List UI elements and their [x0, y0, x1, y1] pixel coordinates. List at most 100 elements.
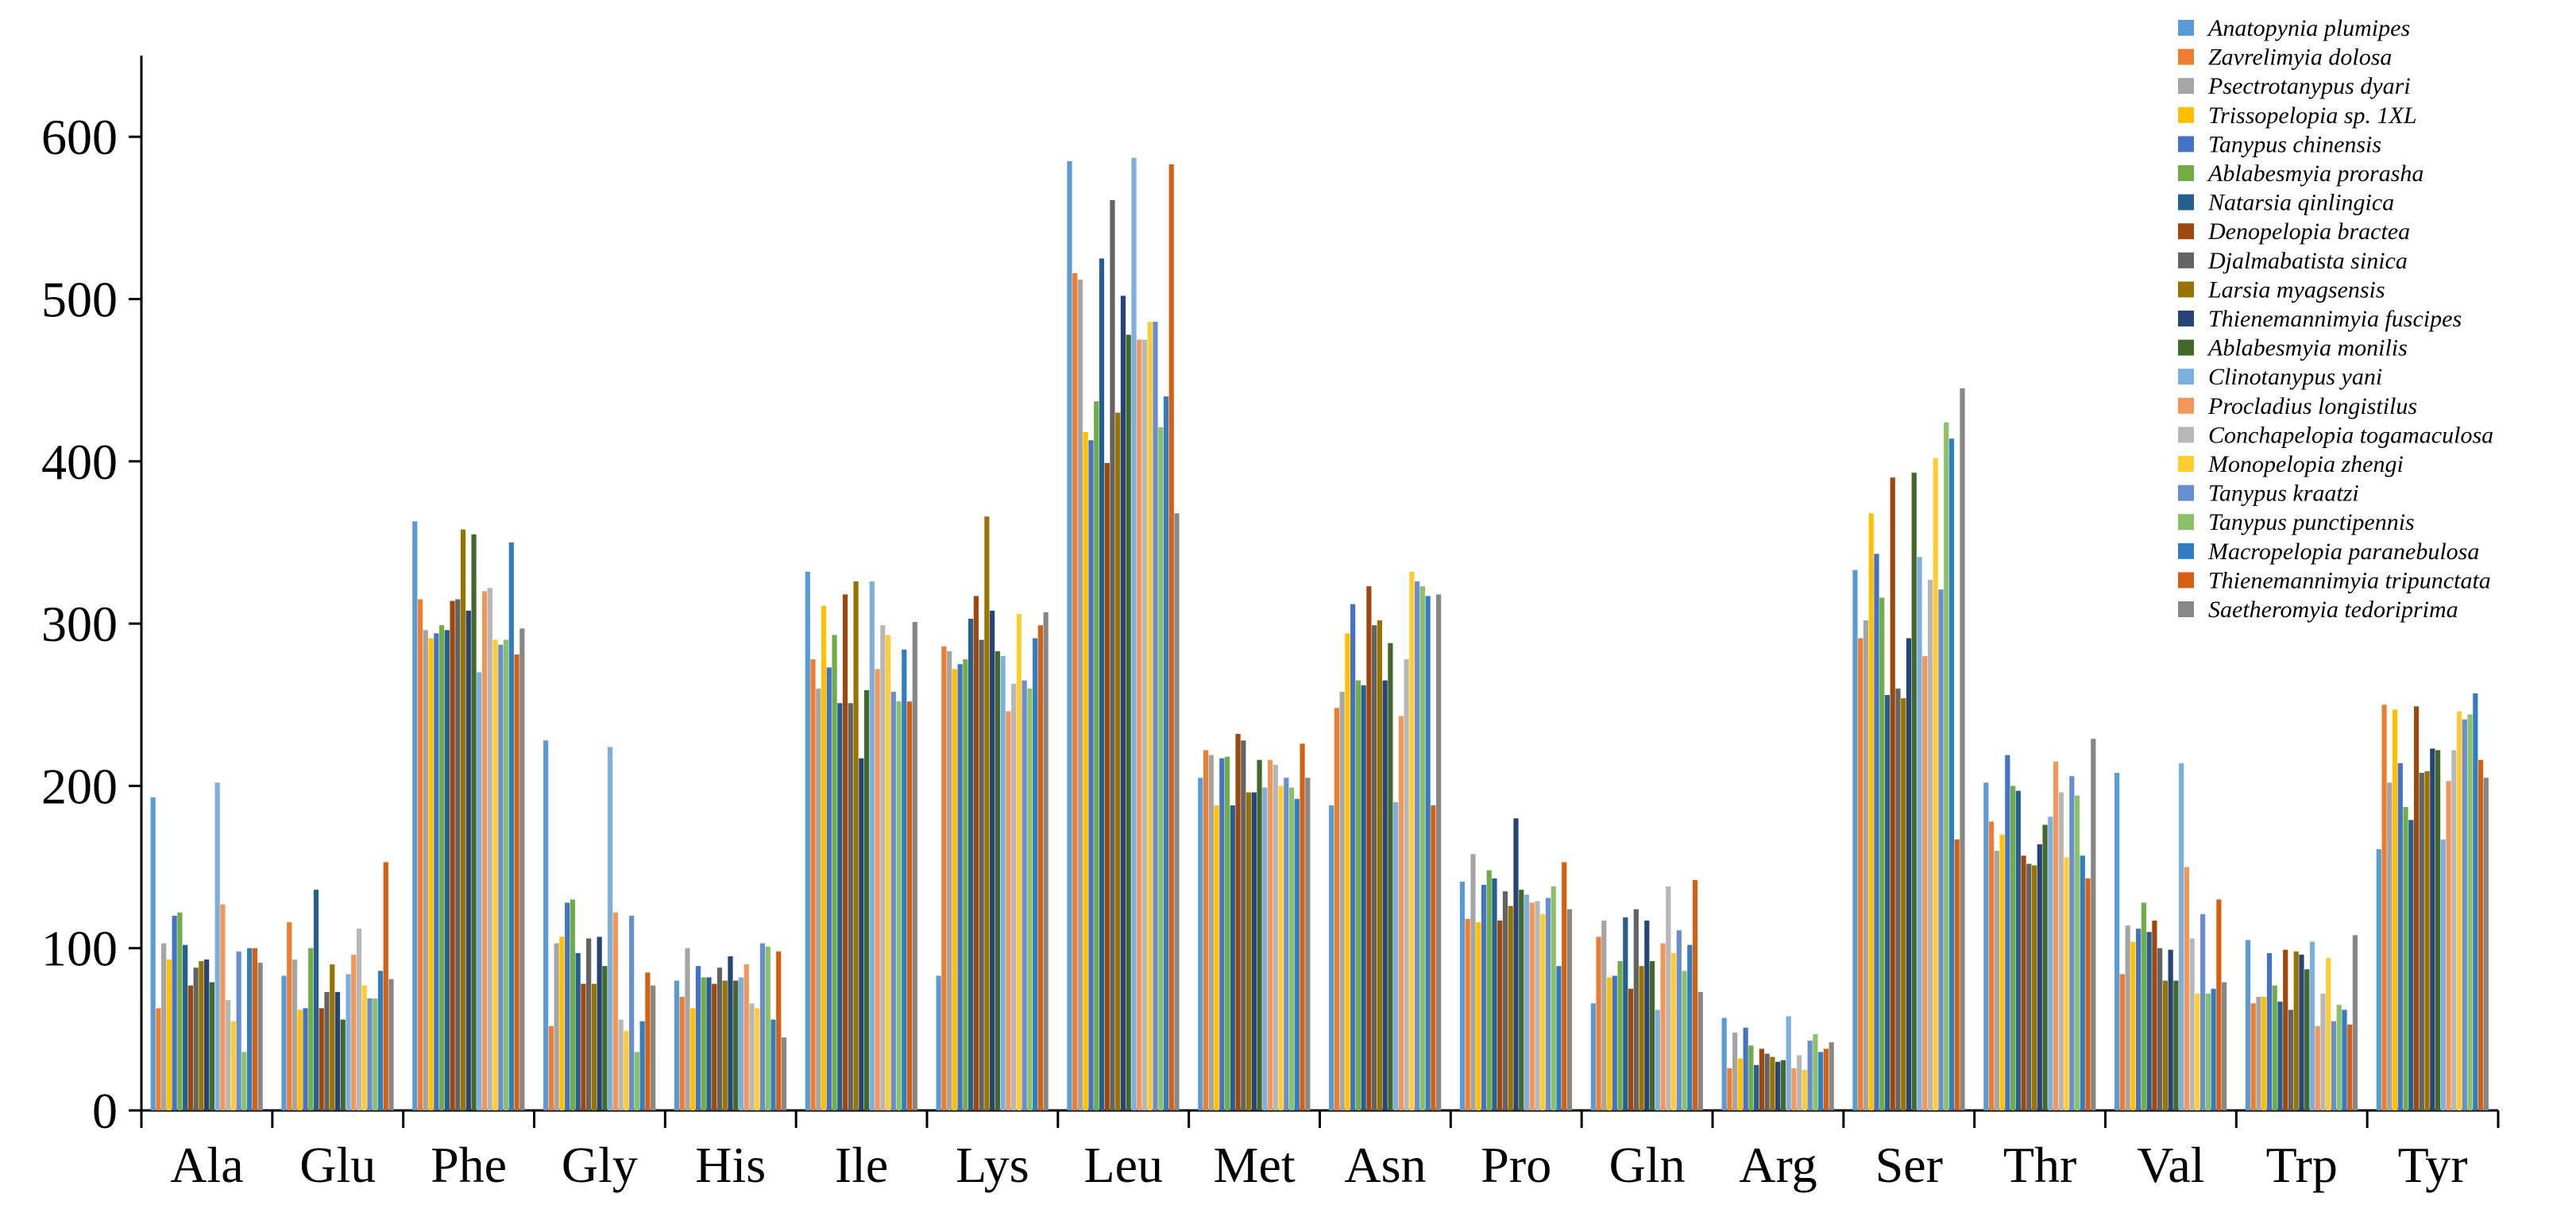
legend-entry: Macropelopia paranebulosa [2207, 539, 2479, 565]
bar [2080, 855, 2085, 1110]
bar [1300, 743, 1305, 1110]
bar [1721, 1018, 1727, 1110]
bar [842, 594, 848, 1110]
bar [2114, 773, 2120, 1110]
bar [963, 659, 968, 1110]
bar [247, 948, 253, 1110]
bar [869, 581, 875, 1110]
bar [2424, 771, 2430, 1110]
bar [1131, 157, 1137, 1110]
bar [1754, 1064, 1759, 1110]
bar [2293, 951, 2299, 1110]
legend-swatch [2178, 369, 2194, 385]
bar [1382, 680, 1388, 1110]
bar [150, 797, 156, 1110]
bar [2042, 824, 2048, 1110]
bar [1666, 886, 1671, 1110]
bar [1960, 388, 1965, 1110]
bar [1759, 1048, 1764, 1110]
bar [2010, 786, 2016, 1110]
legend-entry: Monopelopia zhengi [2207, 451, 2404, 477]
bar [651, 985, 656, 1110]
bar [257, 963, 263, 1110]
bar [183, 944, 188, 1110]
bar [340, 1019, 346, 1110]
bar [1470, 854, 1476, 1110]
bar [554, 943, 559, 1110]
bar [902, 649, 907, 1110]
legend-swatch [2178, 223, 2194, 240]
bar [770, 1019, 776, 1110]
bar [1147, 322, 1153, 1111]
bar [1601, 920, 1607, 1110]
bar [1208, 755, 1214, 1110]
bar [2299, 954, 2304, 1110]
bar [2256, 996, 2261, 1110]
bar [1911, 473, 1917, 1110]
bar [1797, 1055, 1802, 1110]
bar [1011, 683, 1017, 1110]
bar [634, 1052, 639, 1110]
bar [1137, 339, 1142, 1110]
legend-entry: Clinotanypus yani [2208, 364, 2382, 390]
bar [1257, 759, 1262, 1110]
bar [2342, 1010, 2347, 1110]
bar [346, 974, 351, 1110]
bar [324, 991, 330, 1110]
bar [1612, 975, 1617, 1110]
bar [581, 983, 586, 1110]
bar [1377, 620, 1382, 1110]
bar [1072, 272, 1078, 1110]
legend: Anatopynia plumipes Zavrelimyia dolosaPse… [2178, 15, 2493, 623]
bar [1214, 805, 1219, 1110]
y-tick-label: 100 [41, 921, 118, 977]
bar [241, 1052, 247, 1110]
bar [226, 1000, 231, 1110]
bar [674, 980, 680, 1110]
bar [1954, 839, 1960, 1110]
bar [2331, 1021, 2337, 1110]
bar [417, 599, 423, 1110]
bar [624, 1030, 629, 1110]
legend-swatch [2178, 601, 2194, 617]
legend-swatch [2178, 48, 2194, 65]
bar [1502, 891, 1508, 1110]
bar [1481, 885, 1487, 1110]
bar [1748, 1045, 1754, 1110]
bars-group [150, 157, 2489, 1111]
bar [1682, 971, 1687, 1110]
bar [755, 1008, 760, 1110]
bar [434, 633, 439, 1110]
bar [428, 638, 434, 1110]
bar [2179, 763, 2184, 1110]
legend-entry: Denopelopia bractea [2207, 218, 2410, 245]
bar [2352, 935, 2358, 1110]
bar [597, 936, 602, 1110]
bar [2222, 982, 2227, 1110]
legend-entry: Psectrotanypus dyari [2207, 73, 2411, 99]
bar [1540, 913, 1546, 1110]
bar [2347, 1024, 2353, 1110]
bar [1868, 513, 1874, 1110]
bar [2125, 925, 2130, 1110]
bar [2136, 929, 2142, 1110]
bar [968, 618, 974, 1110]
bar [716, 967, 723, 1110]
bar [612, 912, 618, 1110]
bar [351, 954, 357, 1110]
bar [2419, 773, 2424, 1110]
bar [1043, 612, 1049, 1110]
tick-labels-group: 0 100 200 300 400 500 600 Ala Glu Phe Gly His Ile Lys… [41, 109, 2468, 1193]
bar [591, 983, 597, 1110]
bar [695, 966, 701, 1110]
bar [2456, 711, 2462, 1110]
bar [2387, 782, 2393, 1110]
bar [565, 902, 570, 1110]
bar [559, 936, 565, 1110]
bar [990, 610, 995, 1110]
bar [941, 646, 947, 1110]
bar [2483, 778, 2489, 1110]
bar [728, 956, 733, 1110]
bar [1115, 412, 1121, 1110]
bar [1203, 750, 1209, 1110]
